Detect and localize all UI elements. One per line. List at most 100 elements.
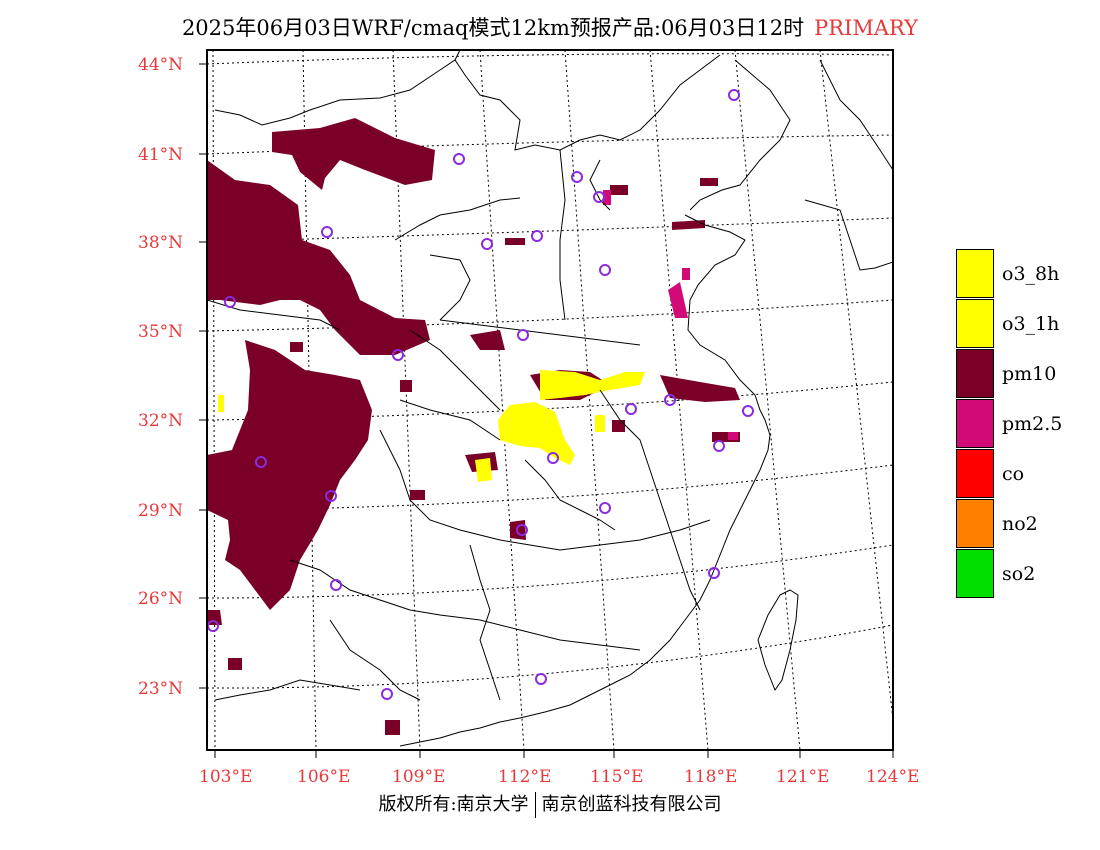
pm25-spot-2: [603, 190, 611, 205]
map-title: 2025年06月03日WRF/cmaq模式12km预报产品:06月03日12时 P…: [0, 12, 1100, 42]
station-marker: [599, 264, 611, 276]
legend-label: pm10: [1002, 363, 1057, 385]
map-content: [207, 50, 893, 750]
o3-region-north: [540, 370, 645, 400]
lon-label: 103°E: [199, 767, 253, 787]
lat-label: 38°N: [138, 233, 184, 253]
legend: o3_8h o3_1h pm10 pm2.5 co no2 so2: [956, 249, 1096, 599]
pm10-spot-6: [385, 720, 400, 735]
axis-ticks: [199, 63, 894, 758]
title-main: 2025年06月03日WRF/cmaq模式12km预报产品:06月03日12时: [181, 16, 805, 40]
station-marker: [255, 456, 267, 468]
pm10-areas: [207, 118, 740, 735]
pm25-spot-1: [682, 268, 690, 280]
o3-spot-2: [595, 415, 605, 432]
station-marker: [547, 452, 559, 464]
station-marker: [517, 329, 529, 341]
o3-region-central: [498, 402, 575, 465]
pm25-region-shandong: [668, 282, 688, 318]
legend-item-pm10: pm10: [956, 349, 1096, 399]
lon-label: 115°E: [590, 767, 644, 787]
pm10-region-northwest: [207, 160, 430, 355]
copyright-left: 版权所有:南京大学: [378, 794, 529, 815]
lat-label: 26°N: [138, 589, 184, 609]
pm10-spot-7: [290, 342, 303, 352]
footer-divider: [534, 792, 536, 818]
pm10-spot-15: [612, 420, 625, 432]
pm10-spot-14: [410, 490, 425, 500]
boundaries: [207, 50, 893, 747]
station-marker: [593, 191, 605, 203]
station-marker: [708, 567, 720, 579]
station-marker: [481, 238, 493, 250]
pm10-spot-8: [505, 238, 525, 245]
legend-item-so2: so2: [956, 549, 1096, 599]
station-markers: [207, 89, 754, 700]
pm10-region-east: [660, 375, 740, 402]
station-marker: [664, 394, 676, 406]
legend-swatch: [956, 549, 994, 598]
o3-spot-1: [475, 458, 492, 482]
pm10-spot-1: [470, 330, 505, 350]
lat-label: 32°N: [138, 411, 184, 431]
station-marker: [728, 89, 740, 101]
title-tag: PRIMARY: [814, 16, 919, 40]
station-marker: [571, 171, 583, 183]
station-marker: [625, 403, 637, 415]
legend-label: pm2.5: [1002, 413, 1063, 435]
station-marker: [713, 440, 725, 452]
lon-label: 106°E: [297, 767, 351, 787]
pm25-spot-3: [728, 432, 738, 440]
legend-swatch: [956, 349, 994, 398]
o3-areas: [218, 370, 645, 482]
station-marker: [325, 490, 337, 502]
map-frame: [206, 49, 894, 751]
station-marker: [599, 502, 611, 514]
pm10-spot-9: [672, 220, 705, 230]
station-marker: [330, 579, 342, 591]
station-marker: [392, 349, 404, 361]
lon-label: 112°E: [498, 767, 552, 787]
legend-item-o3-1h: o3_1h: [956, 299, 1096, 349]
o3-spot-3: [218, 395, 224, 412]
legend-swatch: [956, 399, 994, 448]
lon-label: 109°E: [392, 767, 446, 787]
lat-label: 35°N: [138, 322, 184, 342]
legend-label: o3_8h: [1002, 263, 1060, 285]
graticule: [207, 50, 893, 750]
lat-label: 29°N: [138, 501, 184, 521]
pm10-spot-11: [700, 178, 718, 186]
lat-label: 23°N: [138, 679, 184, 699]
pm10-region-inner-mongolia: [272, 118, 435, 190]
station-marker: [531, 230, 543, 242]
lon-label: 124°E: [866, 767, 920, 787]
station-marker: [516, 524, 528, 536]
legend-swatch: [956, 499, 994, 548]
station-marker: [224, 296, 236, 308]
legend-swatch: [956, 299, 994, 348]
copyright-footer: 版权所有:南京大学 南京创蓝科技有限公司: [0, 790, 1100, 818]
pm10-spot-10: [610, 185, 628, 195]
pm10-spot-5: [228, 658, 242, 670]
legend-label: co: [1002, 463, 1025, 485]
lat-label: 41°N: [138, 145, 184, 165]
lon-label: 118°E: [684, 767, 738, 787]
station-marker: [742, 405, 754, 417]
station-marker: [321, 226, 333, 238]
legend-item-no2: no2: [956, 499, 1096, 549]
legend-swatch: [956, 249, 994, 298]
legend-swatch: [956, 449, 994, 498]
legend-label: o3_1h: [1002, 313, 1060, 335]
legend-label: so2: [1002, 563, 1036, 585]
legend-item-co: co: [956, 449, 1096, 499]
pm10-spot-13: [400, 380, 412, 392]
lon-label: 121°E: [776, 767, 830, 787]
station-marker: [535, 673, 547, 685]
station-marker: [381, 688, 393, 700]
copyright-right: 南京创蓝科技有限公司: [541, 794, 722, 815]
legend-item-pm25: pm2.5: [956, 399, 1096, 449]
pm10-region-sichuan: [207, 340, 372, 610]
station-marker: [453, 153, 465, 165]
legend-label: no2: [1002, 513, 1038, 535]
